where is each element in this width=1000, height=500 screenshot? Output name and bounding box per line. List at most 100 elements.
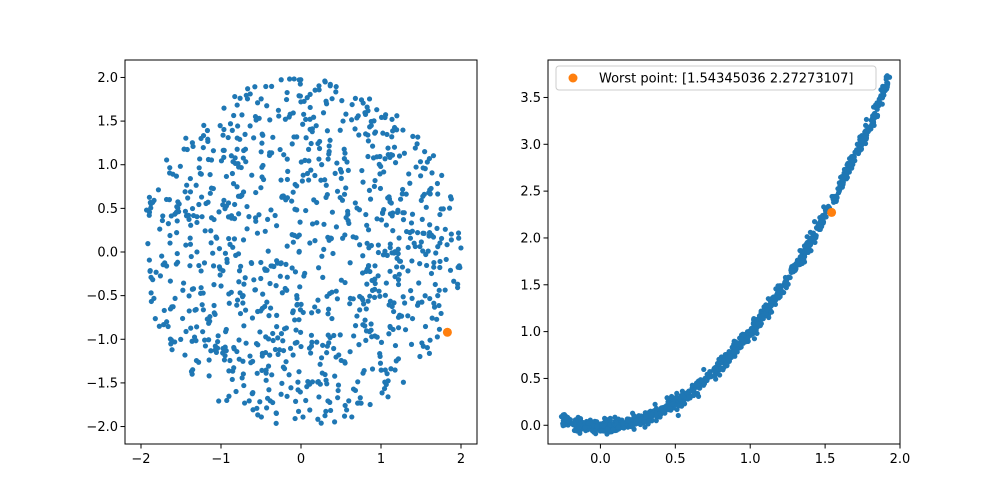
data-point-0-0-698 <box>307 240 313 246</box>
data-point-0-0-492 <box>331 332 337 339</box>
data-point-0-0-375 <box>211 216 217 223</box>
data-point-0-0-16 <box>270 134 276 140</box>
data-point-0-0-629 <box>383 222 389 228</box>
data-point-0-0-222 <box>269 83 275 89</box>
data-point-0-0-535 <box>316 156 322 162</box>
data-point-1-0-717 <box>812 239 818 245</box>
data-point-0-0-957 <box>408 288 414 294</box>
data-point-0-0-63 <box>382 292 388 298</box>
data-point-1-0-569 <box>653 418 659 424</box>
data-point-0-0-597 <box>332 419 338 425</box>
data-point-0-0-610 <box>221 154 227 160</box>
data-point-0-0-782 <box>394 127 400 133</box>
data-point-0-0-922 <box>217 266 223 272</box>
data-point-1-0-657 <box>790 267 796 273</box>
data-point-0-0-553 <box>243 159 249 165</box>
data-point-0-0-559 <box>282 116 288 122</box>
data-point-1-0-919 <box>669 393 675 400</box>
data-point-0-0-23 <box>315 416 321 422</box>
data-point-0-0-530 <box>198 285 204 291</box>
data-point-0-0-613 <box>337 194 343 201</box>
data-point-0-0-673 <box>309 126 315 132</box>
data-point-0-0-593 <box>366 245 372 251</box>
data-point-0-0-277 <box>402 300 408 306</box>
data-point-0-0-148 <box>231 236 238 242</box>
data-point-0-0-936 <box>255 342 261 348</box>
data-point-1-0-951 <box>775 283 781 289</box>
data-point-0-0-426 <box>407 235 414 241</box>
data-point-0-0-82 <box>333 288 339 294</box>
data-point-0-0-630 <box>222 353 228 359</box>
data-point-0-0-493 <box>258 275 264 282</box>
data-point-0-0-344 <box>206 320 212 326</box>
data-point-0-0-565 <box>265 336 272 342</box>
data-point-0-0-409 <box>159 253 165 259</box>
data-point-0-0-303 <box>240 371 246 377</box>
data-point-1-0-831 <box>745 334 751 341</box>
data-point-0-0-941 <box>309 310 315 316</box>
data-point-0-0-579 <box>303 116 309 123</box>
data-point-0-0-961 <box>189 140 195 146</box>
data-point-0-0-853 <box>260 132 266 138</box>
data-point-1-0-911 <box>643 413 649 419</box>
data-point-0-0-829 <box>378 163 384 170</box>
data-point-0-0-734 <box>280 347 287 354</box>
data-point-0-0-186 <box>316 145 323 152</box>
data-point-0-0-743 <box>324 293 330 299</box>
data-point-0-0-856 <box>262 228 268 234</box>
data-point-0-0-981 <box>409 295 415 301</box>
data-point-0-0-62 <box>245 86 251 92</box>
data-point-0-0-953 <box>400 379 406 385</box>
data-point-0-0-399 <box>394 255 400 261</box>
data-point-0-0-250 <box>428 270 435 277</box>
data-point-1-0-971 <box>841 166 848 173</box>
data-point-0-0-285 <box>224 259 230 266</box>
data-point-0-0-833 <box>200 329 206 335</box>
data-point-0-0-330 <box>202 228 208 234</box>
data-point-0-0-562 <box>234 146 240 152</box>
data-point-0-0-383 <box>258 96 264 102</box>
data-point-0-0-712 <box>157 226 163 232</box>
data-point-0-0-522 <box>226 235 232 242</box>
data-point-0-0-869 <box>400 210 406 216</box>
data-point-0-0-404 <box>257 329 263 335</box>
data-point-0-0-608 <box>435 244 441 250</box>
data-point-0-0-752 <box>237 136 243 142</box>
data-point-0-0-468 <box>379 210 386 216</box>
data-point-0-0-223 <box>378 217 385 223</box>
data-point-0-0-618 <box>341 191 348 197</box>
data-point-0-0-894 <box>160 213 166 219</box>
data-point-0-0-439 <box>258 149 264 155</box>
data-point-0-0-72 <box>260 291 266 297</box>
data-point-0-0-652 <box>167 232 173 239</box>
data-point-1-0-975 <box>704 377 710 384</box>
data-point-1-0-967 <box>605 426 611 432</box>
data-point-0-0-31 <box>384 131 390 138</box>
data-point-0-0-377 <box>438 310 444 317</box>
data-point-0-0-479 <box>321 221 327 227</box>
data-point-0-0-921 <box>347 260 353 266</box>
data-point-0-0-44 <box>417 159 424 165</box>
data-point-1-0-866 <box>669 401 676 407</box>
data-point-0-0-526 <box>255 412 261 418</box>
data-point-0-0-860 <box>455 264 461 270</box>
data-point-0-0-619 <box>413 164 419 170</box>
data-point-0-0-841 <box>269 263 275 269</box>
data-point-0-0-37 <box>300 121 306 127</box>
data-point-0-0-574 <box>391 300 397 306</box>
data-point-0-0-721 <box>396 153 403 159</box>
data-point-0-0-440 <box>296 369 302 375</box>
left-points <box>143 76 464 426</box>
data-point-0-0-831 <box>263 367 269 373</box>
data-point-0-0-931 <box>372 129 379 135</box>
data-point-0-0-971 <box>349 101 355 108</box>
data-point-0-0-244 <box>208 228 214 234</box>
data-point-0-0-315 <box>208 348 214 354</box>
data-point-0-0-134 <box>363 306 369 312</box>
data-point-0-0-49 <box>200 144 206 151</box>
data-point-0-0-998 <box>244 203 250 210</box>
data-point-1-0-825 <box>606 422 612 428</box>
data-point-1-0-928 <box>782 274 789 281</box>
data-point-0-0-606 <box>436 326 443 332</box>
data-point-0-0-258 <box>369 366 376 372</box>
